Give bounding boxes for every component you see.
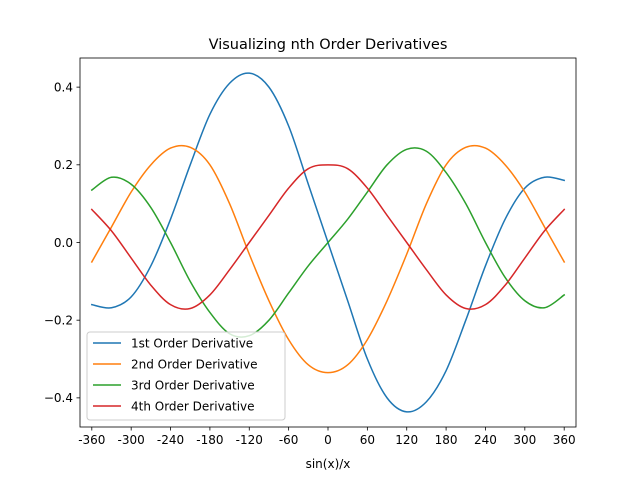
series-line-2	[90, 144, 566, 374]
x-tick-label: 240	[474, 433, 497, 447]
plot-lines	[90, 72, 566, 413]
x-axis-label: sin(x)/x	[306, 457, 351, 471]
y-tick-label: −0.4	[44, 391, 73, 405]
x-tick-label: 300	[513, 433, 536, 447]
x-axis: -360 -300 -240 -180 -120 -60 0 60 120 180 240 300 36…	[78, 427, 576, 447]
x-tick-label: -120	[236, 433, 263, 447]
x-tick-label: 360	[553, 433, 576, 447]
legend-label-4: 4th Order Derivative	[131, 399, 255, 413]
y-axis: −0.4 −0.2 0.0 0.2 0.4	[44, 80, 80, 405]
y-tick-label: 0.2	[54, 158, 73, 172]
x-tick-label: 120	[395, 433, 418, 447]
x-tick-label: -180	[196, 433, 223, 447]
legend-label-1: 1st Order Derivative	[131, 336, 253, 350]
x-tick-label: -300	[118, 433, 145, 447]
legend: 1st Order Derivative 2nd Order Derivative…	[86, 331, 286, 421]
x-tick-label: 60	[360, 433, 375, 447]
series-line-4	[90, 164, 566, 310]
y-tick-label: 0.4	[54, 80, 73, 94]
y-tick-label: 0.0	[54, 236, 73, 250]
legend-box	[86, 331, 286, 421]
legend-label-2: 2nd Order Derivative	[131, 357, 257, 371]
series-line-3	[90, 147, 566, 338]
x-tick-label: -240	[157, 433, 184, 447]
x-tick-label: 0	[324, 433, 332, 447]
x-tick-label: -60	[279, 433, 299, 447]
y-tick-label: −0.2	[44, 313, 73, 327]
chart-title: Visualizing nth Order Derivatives	[209, 37, 448, 53]
x-tick-label: -360	[78, 433, 105, 447]
legend-label-3: 3rd Order Derivative	[131, 378, 255, 392]
x-tick-label: 180	[435, 433, 458, 447]
